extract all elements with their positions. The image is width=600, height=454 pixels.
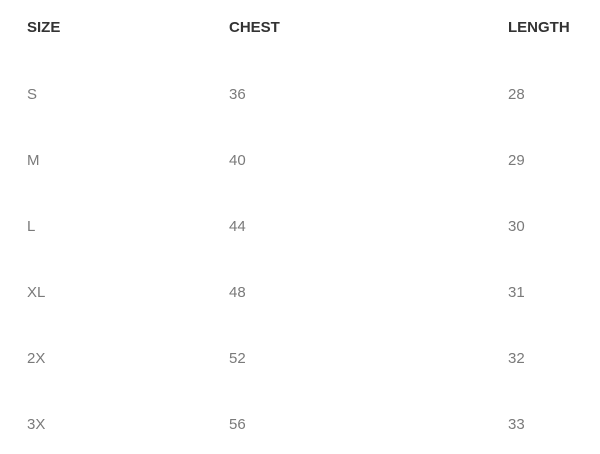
table-cell: 2X [27, 350, 46, 367]
table-cell: 48 [229, 284, 246, 301]
column-header-chest: CHEST [229, 19, 280, 36]
table-cell: XL [27, 284, 46, 301]
table-cell: 33 [508, 416, 525, 433]
table-cell: 32 [508, 350, 525, 367]
column-header-length: LENGTH [508, 19, 570, 36]
table-cell: 29 [508, 152, 525, 169]
table-cell: L [27, 218, 36, 235]
table-cell: 40 [229, 152, 246, 169]
table-cell: 36 [229, 86, 246, 103]
table-cell: 52 [229, 350, 246, 367]
table-cell: S [27, 86, 38, 103]
table-cell: 31 [508, 284, 525, 301]
column-header-size: SIZE [27, 19, 61, 36]
table-cell: 3X [27, 416, 46, 433]
table-cell: M [27, 152, 40, 169]
table-cell: 28 [508, 86, 525, 103]
table-cell: 56 [229, 416, 246, 433]
table-cell: 30 [508, 218, 525, 235]
table-cell: 44 [229, 218, 246, 235]
